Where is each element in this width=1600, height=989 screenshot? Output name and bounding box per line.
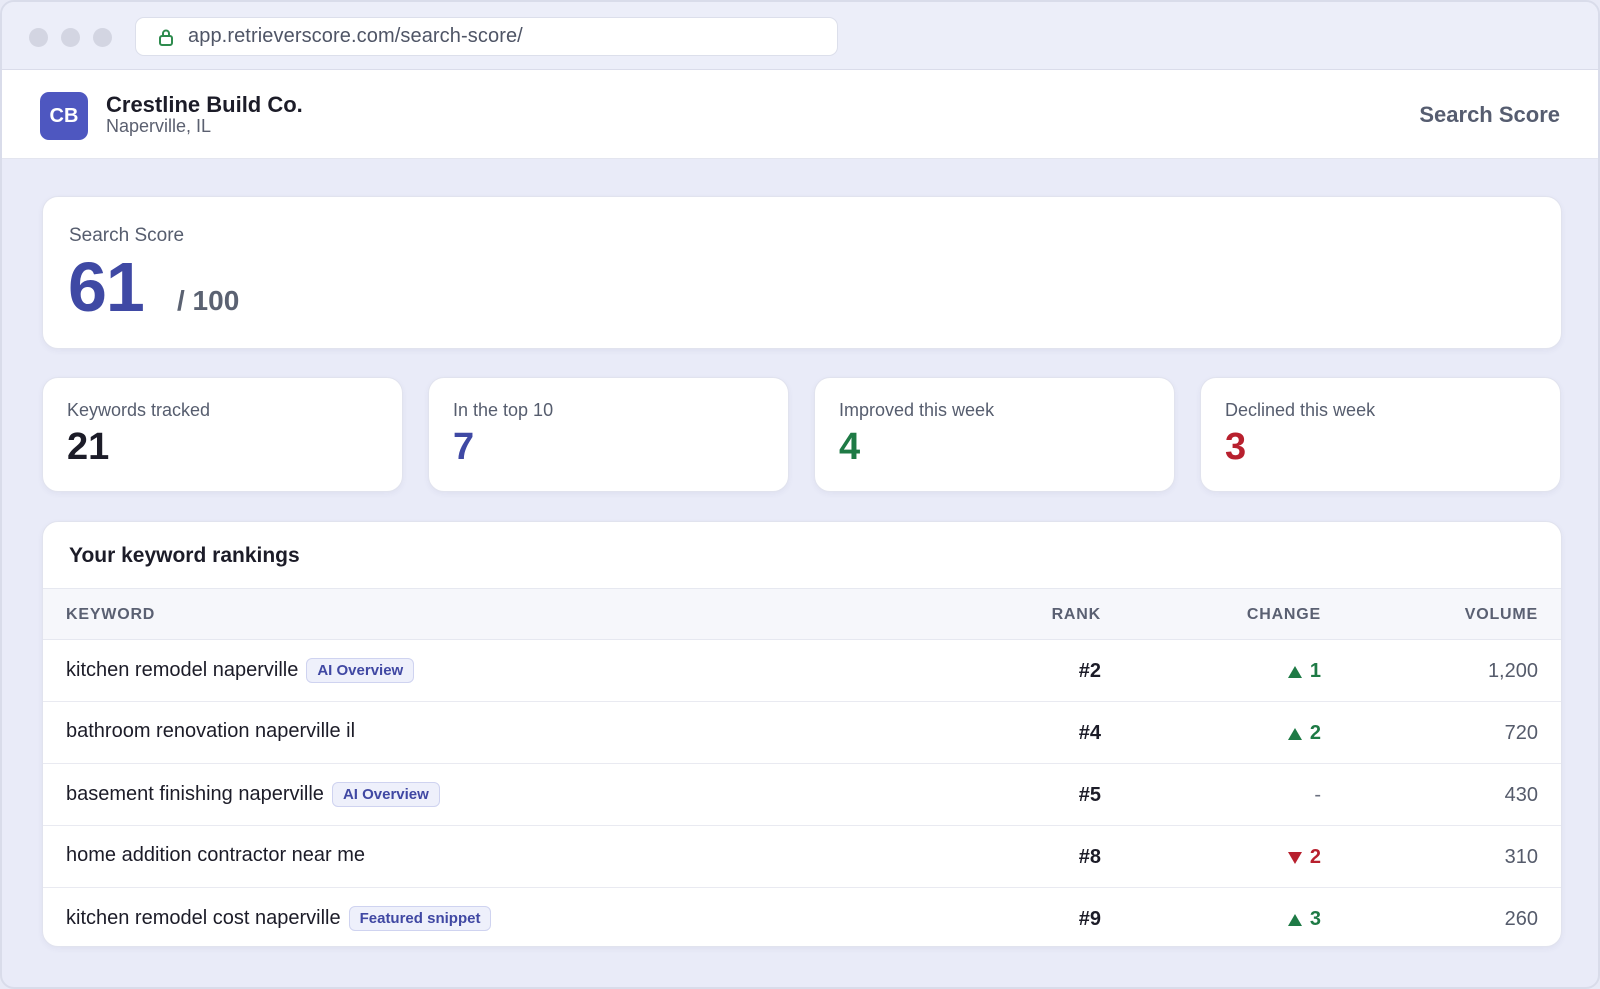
business-name: Crestline Build Co. <box>106 92 303 117</box>
browser-chrome: app.retrieverscore.com/search-score/ <box>2 2 1598 70</box>
page-title: Search Score <box>1419 102 1560 127</box>
serp-feature-badge: AI Overview <box>331 782 440 807</box>
business-location: Naperville, IL <box>106 116 212 136</box>
column-header-volume[interactable]: VOLUME <box>1464 606 1538 623</box>
keyword-rankings-card: Your keyword rankings KEYWORD RANK CHANG… <box>42 521 1562 947</box>
keyword-cell: kitchen remodel cost naperville Featured… <box>66 906 492 931</box>
table-row[interactable]: bathroom renovation naperville il #4 2 7… <box>43 702 1561 764</box>
column-header-keyword[interactable]: KEYWORD <box>66 606 156 623</box>
table-row[interactable]: kitchen remodel naperville AI Overview #… <box>43 640 1561 702</box>
stat-label: Declined this week <box>1225 400 1376 420</box>
stat-value: 21 <box>67 426 110 468</box>
rank-cell: #4 <box>1078 722 1101 744</box>
app-header: CB Crestline Build Co. Naperville, IL Se… <box>2 70 1598 159</box>
change-value: 2 <box>1309 722 1321 744</box>
table-row[interactable]: kitchen remodel cost naperville Featured… <box>43 888 1561 946</box>
keyword-cell: home addition contractor near me <box>66 844 365 867</box>
volume-cell: 310 <box>1504 846 1538 868</box>
table-row[interactable]: home addition contractor near me #8 2 31… <box>43 826 1561 888</box>
column-header-change[interactable]: CHANGE <box>1246 606 1321 623</box>
keyword-text: home addition contractor near me <box>66 844 366 866</box>
stat-label: Improved this week <box>839 400 995 420</box>
stat-card-improved: Improved this week 4 <box>814 377 1175 492</box>
business-avatar: CB <box>40 92 88 140</box>
stat-value: 4 <box>839 426 861 468</box>
change-cell: - <box>1314 784 1321 807</box>
column-header-rank[interactable]: RANK <box>1051 606 1101 623</box>
keyword-text: basement finishing naperville <box>66 783 324 805</box>
volume-cell: 1,200 <box>1487 660 1538 682</box>
score-max: / 100 <box>177 285 240 316</box>
stat-value: 7 <box>453 426 475 468</box>
change-value: 2 <box>1309 846 1321 868</box>
stat-card-top-10: In the top 10 7 <box>428 377 789 492</box>
window-close-button[interactable] <box>29 28 48 47</box>
score-label: Search Score <box>69 225 185 246</box>
arrow-up-icon <box>1287 727 1302 740</box>
keyword-text: kitchen remodel cost naperville <box>66 907 341 929</box>
window-maximize-button[interactable] <box>93 28 112 47</box>
change-cell: 1 <box>1287 660 1321 683</box>
stat-value: 3 <box>1225 426 1247 468</box>
arrow-up-icon <box>1287 913 1302 926</box>
change-cell: 3 <box>1287 908 1321 931</box>
arrow-up-icon <box>1287 665 1302 678</box>
keyword-cell: basement finishing naperville AI Overvie… <box>66 782 440 807</box>
keyword-cell: bathroom renovation naperville il <box>66 720 355 743</box>
rankings-title: Your keyword rankings <box>69 544 300 567</box>
lock-icon <box>158 28 174 46</box>
change-value: 1 <box>1309 660 1321 682</box>
volume-cell: 430 <box>1504 784 1538 806</box>
window-minimize-button[interactable] <box>61 28 80 47</box>
stat-label: In the top 10 <box>453 400 554 420</box>
url-text: app.retrieverscore.com/search-score/ <box>188 25 523 47</box>
table-row[interactable]: basement finishing naperville AI Overvie… <box>43 764 1561 826</box>
stat-card-declined: Declined this week 3 <box>1200 377 1561 492</box>
stat-card-keywords-tracked: Keywords tracked 21 <box>42 377 403 492</box>
serp-feature-badge: AI Overview <box>306 658 415 683</box>
change-cell: 2 <box>1287 846 1321 869</box>
volume-cell: 260 <box>1504 908 1538 930</box>
table-header: KEYWORD RANK CHANGE VOLUME <box>43 588 1561 640</box>
rank-cell: #2 <box>1078 660 1101 682</box>
serp-feature-badge: Featured snippet <box>348 906 492 931</box>
change-value: - <box>1314 784 1321 806</box>
change-cell: 2 <box>1287 722 1321 745</box>
search-score-card: Search Score 61 / 100 <box>42 196 1562 349</box>
address-bar[interactable]: app.retrieverscore.com/search-score/ <box>135 17 838 56</box>
rank-cell: #9 <box>1078 908 1101 930</box>
keyword-text: kitchen remodel naperville <box>66 659 299 681</box>
rank-cell: #8 <box>1078 846 1101 868</box>
rank-cell: #5 <box>1078 784 1101 806</box>
volume-cell: 720 <box>1504 722 1538 744</box>
keyword-cell: kitchen remodel naperville AI Overview <box>66 658 415 683</box>
arrow-down-icon <box>1287 851 1302 864</box>
stat-label: Keywords tracked <box>67 400 211 420</box>
change-value: 3 <box>1309 908 1321 930</box>
keyword-text: bathroom renovation naperville il <box>66 720 356 742</box>
score-value: 61 <box>68 248 145 326</box>
